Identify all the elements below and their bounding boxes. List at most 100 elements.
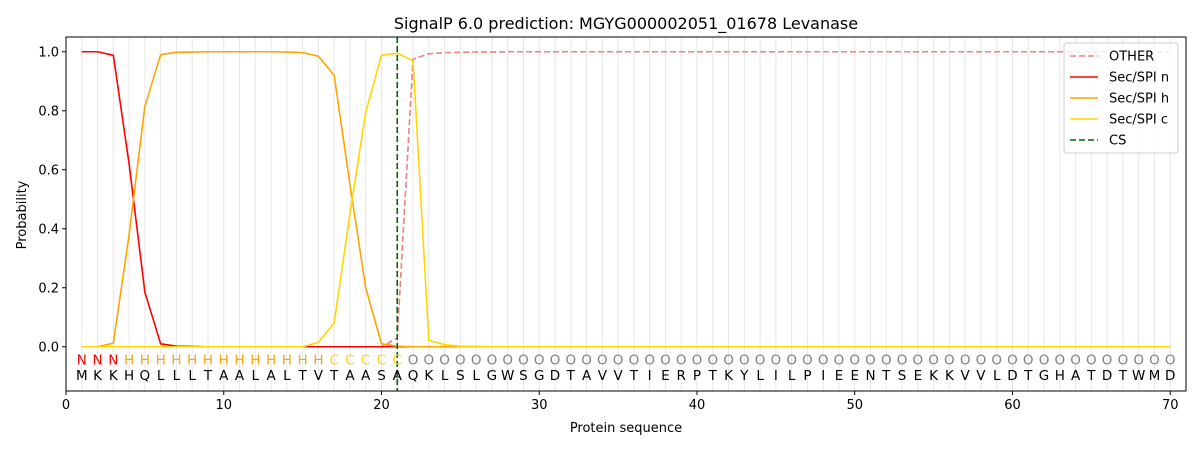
- y-tick-label: 1.0: [38, 45, 59, 60]
- region-label: O: [1007, 352, 1018, 368]
- residue-label: E: [661, 368, 670, 384]
- region-label: O: [897, 352, 908, 368]
- region-label: O: [550, 352, 561, 368]
- residue-label: Q: [408, 368, 419, 384]
- region-label: O: [881, 352, 892, 368]
- residue-label: L: [788, 368, 796, 384]
- y-tick-label: 0.4: [38, 222, 59, 237]
- region-label: O: [991, 352, 1002, 368]
- x-tick-label: 70: [1162, 398, 1179, 413]
- residue-label: T: [881, 368, 891, 384]
- region-label: O: [676, 352, 687, 368]
- residue-label: K: [929, 368, 939, 384]
- residue-label: W: [1132, 368, 1145, 384]
- residue-label: H: [1055, 368, 1065, 384]
- plot-frame: [65, 36, 1187, 392]
- region-label: O: [1149, 352, 1160, 368]
- region-label: O: [849, 352, 860, 368]
- region-label: O: [1070, 352, 1081, 368]
- legend-label: Sec/SPI h: [1109, 92, 1169, 107]
- residue-label: A: [361, 368, 371, 384]
- region-label: O: [865, 352, 876, 368]
- region-label: O: [928, 352, 939, 368]
- residue-label: V: [613, 368, 623, 384]
- region-label: O: [1039, 352, 1050, 368]
- x-tick-label: 40: [689, 398, 706, 413]
- region-label: O: [439, 352, 450, 368]
- region-label: O: [518, 352, 529, 368]
- residue-label: D: [1007, 368, 1017, 384]
- x-tick-label: 50: [846, 398, 863, 413]
- region-label: H: [156, 352, 166, 368]
- residue-label: E: [850, 368, 859, 384]
- region-label: H: [203, 352, 213, 368]
- residue-label: E: [835, 368, 844, 384]
- region-label: H: [250, 352, 260, 368]
- residue-label: T: [297, 368, 307, 384]
- residue-label: D: [550, 368, 560, 384]
- residue-label: A: [393, 368, 403, 384]
- legend: OTHER Sec/SPI n Sec/SPI h Sec/SPI c CS: [1063, 42, 1179, 154]
- residue-label: L: [283, 368, 291, 384]
- residue-label: L: [157, 368, 165, 384]
- region-label: H: [282, 352, 292, 368]
- region-label: N: [92, 352, 102, 368]
- region-label: H: [171, 352, 181, 368]
- residue-label: T: [1023, 368, 1033, 384]
- residue-label: W: [501, 368, 514, 384]
- region-label: H: [234, 352, 244, 368]
- residue-label: V: [598, 368, 608, 384]
- residue-label: D: [1102, 368, 1112, 384]
- residue-label: M: [76, 368, 88, 384]
- residue-label: V: [976, 368, 986, 384]
- residue-label: T: [329, 368, 339, 384]
- residue-label: G: [534, 368, 544, 384]
- residue-label: K: [424, 368, 434, 384]
- axis-ticks: 0 10 20 30 40 50 60 70 0.0 0.2 0.4 0.6 0.8 1.0: [38, 45, 1178, 413]
- residue-label: L: [472, 368, 480, 384]
- residue-label: Q: [140, 368, 151, 384]
- residue-label: H: [124, 368, 134, 384]
- region-label: O: [755, 352, 766, 368]
- residue-label: S: [377, 368, 386, 384]
- region-label: O: [739, 352, 750, 368]
- legend-label: Sec/SPI n: [1109, 71, 1169, 86]
- residue-label: V: [961, 368, 971, 384]
- region-label: O: [723, 352, 734, 368]
- region-label: O: [629, 352, 640, 368]
- region-label: O: [786, 352, 797, 368]
- region-label: O: [976, 352, 987, 368]
- region-label: O: [1118, 352, 1129, 368]
- residue-label: T: [203, 368, 213, 384]
- residue-label: L: [173, 368, 181, 384]
- residue-label: T: [708, 368, 718, 384]
- residue-label: P: [693, 368, 701, 384]
- region-label: O: [1023, 352, 1034, 368]
- region-label: O: [960, 352, 971, 368]
- residue-label: K: [724, 368, 734, 384]
- residue-label: A: [219, 368, 229, 384]
- region-label: O: [423, 352, 434, 368]
- region-label: H: [219, 352, 229, 368]
- region-label: O: [1133, 352, 1144, 368]
- legend-box: [1063, 42, 1179, 154]
- region-label: O: [834, 352, 845, 368]
- region-label: O: [692, 352, 703, 368]
- residue-label: A: [582, 368, 592, 384]
- residue-label: L: [441, 368, 449, 384]
- y-tick-label: 0.6: [38, 163, 59, 178]
- residue-label: G: [1039, 368, 1049, 384]
- residue-label: T: [629, 368, 639, 384]
- region-label: H: [124, 352, 134, 368]
- region-label: O: [487, 352, 498, 368]
- residue-label: D: [1165, 368, 1175, 384]
- residue-label: T: [1086, 368, 1096, 384]
- residue-label: I: [821, 368, 825, 384]
- legend-label: Sec/SPI c: [1109, 113, 1168, 128]
- residue-label: S: [898, 368, 907, 384]
- region-label: C: [329, 352, 338, 368]
- residue-label: A: [345, 368, 355, 384]
- residue-label: L: [188, 368, 196, 384]
- x-axis-label: Protein sequence: [570, 421, 682, 436]
